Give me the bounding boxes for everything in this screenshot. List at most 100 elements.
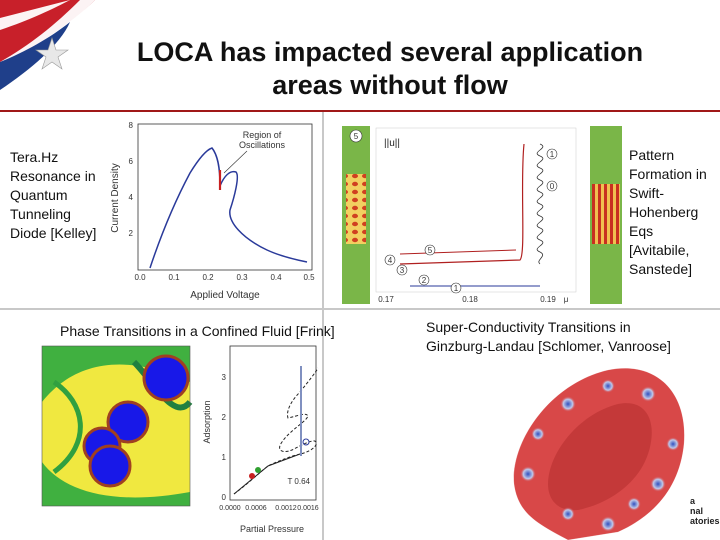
annotation-arrow [223, 150, 248, 174]
marker-group: 5 1 0 5 4 3 2 1 [349, 129, 558, 294]
y-tick: 2 [129, 229, 134, 238]
caption-line: Resonance in [10, 168, 96, 184]
y-axis-label: Adsorption [202, 400, 212, 443]
y-tick: 6 [129, 157, 134, 166]
vortex [560, 396, 576, 412]
particle [106, 400, 150, 444]
state-marker [302, 438, 310, 446]
marker-label: 1 [550, 150, 555, 159]
marker-label: 5 [354, 132, 359, 141]
current-curve-blue [149, 147, 308, 269]
snaking-curve-blue [536, 143, 544, 265]
vortex [531, 427, 545, 441]
x-tick: 0.1 [168, 273, 180, 282]
plot-frame [137, 123, 313, 271]
fluid-caption: Phase Transitions in a Confined Fluid [F… [60, 323, 335, 339]
marker [546, 148, 558, 160]
vortex [627, 497, 641, 511]
caption-line: Super-Conductivity Transitions in [426, 319, 631, 335]
superconductivity-caption: Super-Conductivity Transitions in Ginzbu… [426, 318, 716, 356]
transition-line [300, 366, 302, 456]
marker-label: 5 [428, 246, 433, 255]
vortex [666, 437, 680, 451]
caption-line: Formation in [629, 166, 707, 182]
state-marker [249, 473, 255, 479]
x-tick: 0.0 [134, 273, 146, 282]
adsorption-curve [233, 367, 319, 495]
caption-line: Ginzburg-Landau [Schlomer, Vanroose] [426, 338, 671, 354]
vortex [601, 379, 615, 393]
marker-label: 2 [422, 276, 427, 285]
marker [384, 254, 396, 266]
particle [88, 444, 132, 488]
caption-line: Eqs [629, 223, 654, 239]
y-tick: 3 [222, 373, 227, 382]
marker [424, 244, 436, 256]
terahertz-caption: Tera.Hz Resonance in Quantum Tunneling D… [10, 148, 130, 243]
star-icon [35, 37, 69, 70]
vortex [520, 466, 536, 482]
state-marker [255, 467, 261, 473]
flag-logo [0, 0, 95, 90]
x-axis-label: Partial Pressure [240, 524, 304, 534]
y-axis-label: Current Density [110, 163, 121, 232]
marker-label: 3 [400, 266, 405, 275]
x-tick: 0.0012 [275, 505, 297, 512]
y-tick: 4 [129, 193, 134, 202]
title-line-2: areas without flow [272, 70, 508, 100]
caption-line: [Avitabile, [629, 242, 690, 258]
marker [450, 282, 462, 294]
marker [349, 129, 363, 143]
annotation: Oscillations [239, 140, 286, 150]
caption-line: Diode [Kelley] [10, 225, 97, 241]
terahertz-chart: Current Density Applied Voltage 0.0 0.1 … [110, 121, 315, 301]
pattern-caption: Pattern Formation in Swift- Hohenberg Eq… [629, 146, 719, 279]
vortex-group [520, 379, 680, 532]
x-tick: 0.2 [202, 273, 214, 282]
x-tick: 0.0000 [219, 505, 241, 512]
branch-red [399, 249, 517, 255]
marker-label: 0 [550, 182, 555, 191]
x-tick: 0.19 [540, 295, 556, 304]
logo-text: nal [690, 506, 704, 516]
lab-logo-partial: a nal atories [690, 496, 720, 526]
vortex [650, 476, 666, 492]
title-line-1: LOCA has impacted several application [136, 37, 644, 67]
x-tick: 0.4 [270, 273, 282, 282]
caption-line: Tunneling [10, 206, 71, 222]
x-tick: 0.5 [303, 273, 315, 282]
logo-text: a [690, 496, 696, 506]
particle [142, 354, 190, 402]
caption-line: Tera.Hz [10, 149, 59, 165]
x-axis-label: Applied Voltage [190, 290, 260, 301]
vortex [600, 516, 616, 532]
y-tick: 2 [222, 413, 227, 422]
slide-title: LOCA has impacted several application ar… [110, 36, 670, 102]
logo-text: atories [690, 516, 720, 526]
swift-hohenberg-figure: ||u|| 5 1 0 5 4 3 2 1 0.17 0.18 0.19 μ [342, 126, 622, 304]
vortex [640, 386, 656, 402]
fluid-density-figure [41, 345, 193, 507]
caption-line: Pattern [629, 147, 675, 163]
caption-line: Quantum [10, 187, 68, 203]
x-tick: 0.0016 [297, 505, 319, 512]
middle-divider [0, 308, 720, 310]
caption-line: Hohenberg [629, 204, 699, 220]
vortex [561, 507, 575, 521]
bifurcation-plot [375, 127, 577, 293]
vertical-divider [322, 112, 324, 540]
x-tick: 0.17 [378, 295, 394, 304]
x-tick: 0.3 [236, 273, 248, 282]
x-tick: 0.0006 [245, 505, 267, 512]
marker [418, 274, 430, 286]
adsorption-chart: Adsorption Partial Pressure 0 1 2 3 0.00… [202, 345, 319, 534]
caption-line: Sanstede] [629, 261, 693, 277]
y-tick: 0 [222, 493, 227, 502]
x-axis-label: μ [564, 295, 569, 304]
title-divider [0, 110, 720, 112]
y-axis-label: ||u|| [384, 138, 400, 149]
snaking-curve-red [399, 143, 525, 265]
y-tick: 8 [129, 121, 134, 130]
caption-line: Swift- [629, 185, 664, 201]
annotation: Region of [243, 130, 282, 140]
